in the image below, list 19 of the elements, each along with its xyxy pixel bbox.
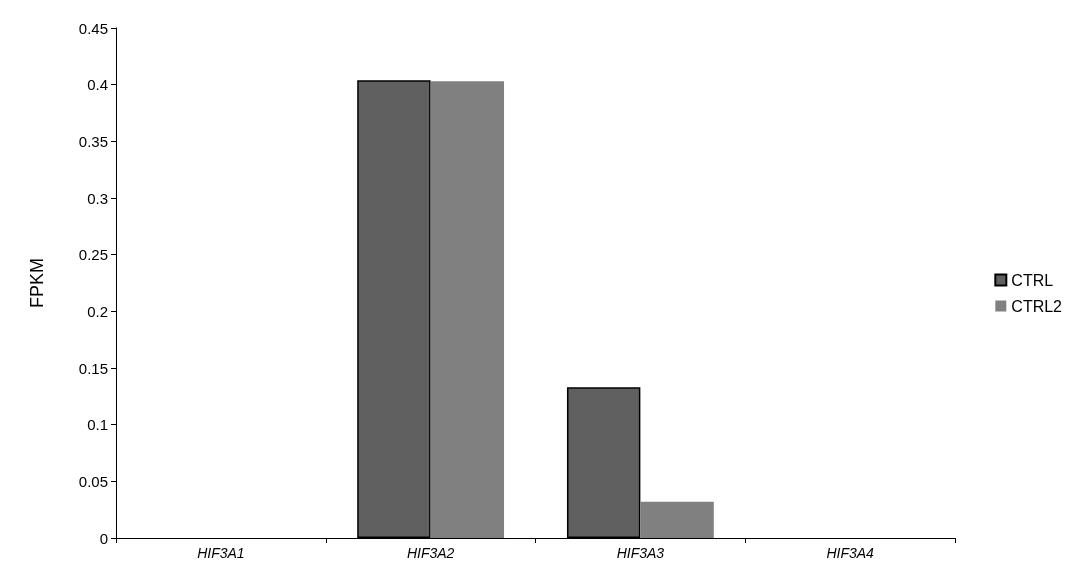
bar xyxy=(430,81,505,538)
y-tick-label: 0 xyxy=(99,529,108,547)
bar xyxy=(640,501,714,538)
y-tick-label: 0.3 xyxy=(87,189,108,207)
y-tick-label: 0.1 xyxy=(87,416,108,434)
x-tick-label: HIF3A2 xyxy=(406,545,455,561)
y-axis-title: FPKM xyxy=(27,257,47,309)
y-tick-label: 0.15 xyxy=(78,359,108,377)
x-tick-label: HIF3A3 xyxy=(616,545,665,561)
y-tick-label: 0.35 xyxy=(78,132,108,150)
legend-label: CTRL xyxy=(1011,271,1054,289)
x-tick-label: HIF3A1 xyxy=(197,545,245,561)
y-tick-label: 0.4 xyxy=(87,76,108,94)
x-tick-label: HIF3A4 xyxy=(826,545,875,561)
y-tick-label: 0.45 xyxy=(78,19,108,37)
y-tick-label: 0.25 xyxy=(78,246,108,264)
y-tick-label: 0.05 xyxy=(78,472,108,490)
legend-label: CTRL2 xyxy=(1011,297,1063,315)
y-tick-label: 0.2 xyxy=(87,302,108,320)
